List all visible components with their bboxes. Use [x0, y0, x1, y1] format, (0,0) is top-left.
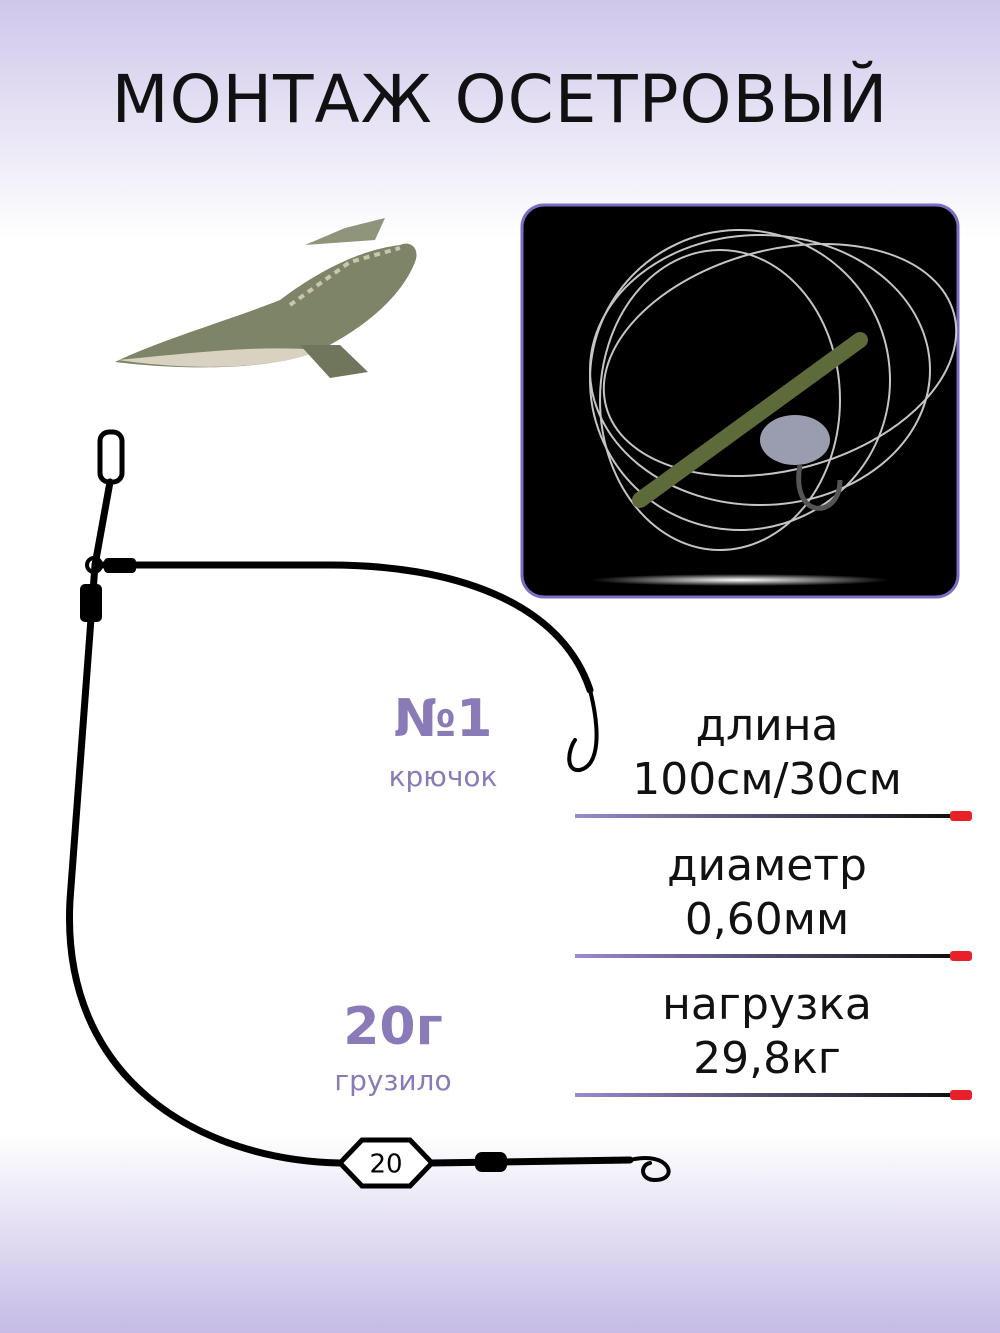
product-photo — [520, 203, 960, 599]
spec-value: 29,8кг — [693, 1033, 841, 1084]
divider-cap — [950, 951, 972, 961]
spec-value: 0,60мм — [685, 894, 849, 945]
sinker-weight: 20г — [343, 997, 443, 1057]
spec-label: нагрузка — [662, 979, 872, 1030]
divider — [575, 814, 950, 818]
spec-label: длина — [696, 700, 839, 751]
divider — [575, 1093, 950, 1097]
spec-label: диаметр — [667, 840, 867, 891]
divider-cap — [950, 1090, 972, 1100]
sinker-mark: 20 — [369, 1150, 402, 1180]
hook-number: №1 — [394, 689, 493, 749]
spec-value: 100см/30см — [632, 754, 902, 805]
divider-cap — [950, 811, 972, 821]
hook-label: крючок — [389, 760, 498, 793]
fish — [115, 218, 417, 378]
rig — [66, 429, 671, 1189]
divider — [575, 954, 950, 958]
sinker-label: грузило — [334, 1064, 451, 1097]
title: МОНТАЖ ОСЕТРОВЫЙ — [112, 60, 889, 138]
